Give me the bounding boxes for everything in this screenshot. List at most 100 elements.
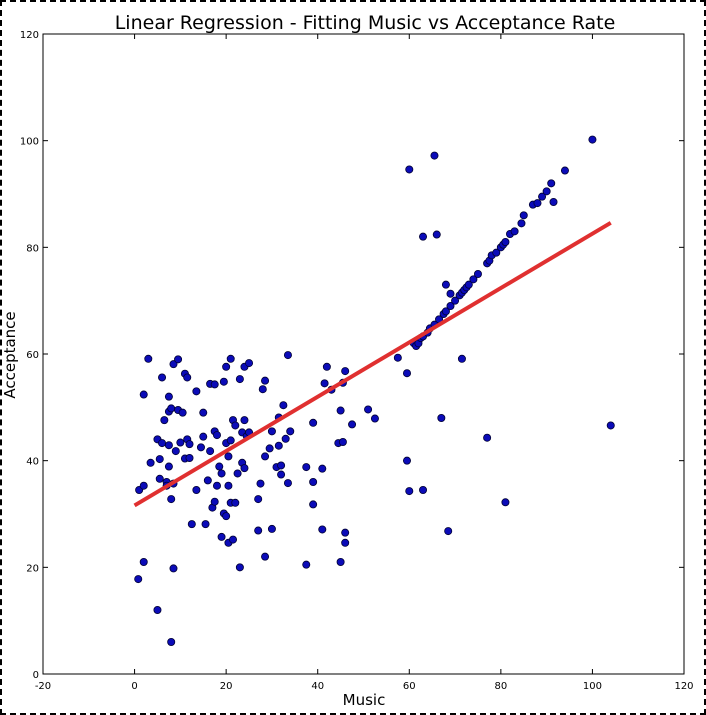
data-point bbox=[430, 151, 439, 160]
data-point bbox=[542, 187, 551, 196]
data-point bbox=[419, 485, 428, 494]
data-point bbox=[167, 638, 176, 647]
data-point bbox=[336, 558, 345, 567]
data-point bbox=[267, 427, 276, 436]
data-point bbox=[277, 461, 286, 470]
data-point bbox=[348, 420, 357, 429]
data-point bbox=[185, 440, 194, 449]
y-tick-label: 40 bbox=[26, 457, 39, 468]
data-point bbox=[224, 481, 233, 490]
data-point bbox=[144, 354, 153, 363]
data-point bbox=[533, 199, 542, 208]
plot-area bbox=[42, 33, 685, 675]
data-point bbox=[153, 606, 162, 615]
data-point bbox=[222, 362, 231, 371]
data-point bbox=[199, 408, 208, 417]
data-point bbox=[196, 443, 205, 452]
data-point bbox=[281, 434, 290, 443]
data-point bbox=[203, 476, 212, 485]
data-point bbox=[606, 421, 615, 430]
data-point bbox=[393, 353, 402, 362]
data-point bbox=[192, 387, 201, 396]
data-point bbox=[322, 362, 331, 371]
data-point bbox=[192, 485, 201, 494]
data-point bbox=[229, 535, 238, 544]
data-point bbox=[217, 532, 226, 541]
y-axis: 0 20 40 60 80 100 120 bbox=[20, 30, 684, 681]
data-point bbox=[240, 416, 249, 425]
data-point bbox=[517, 219, 526, 228]
data-point bbox=[446, 301, 455, 310]
data-point bbox=[146, 458, 155, 467]
data-point bbox=[547, 179, 556, 188]
data-point bbox=[235, 563, 244, 572]
data-point bbox=[212, 481, 221, 490]
data-point bbox=[457, 354, 466, 363]
data-point bbox=[464, 280, 473, 289]
data-point bbox=[222, 512, 231, 521]
data-point bbox=[164, 392, 173, 401]
x-tick-label: 100 bbox=[583, 681, 602, 692]
data-point bbox=[245, 359, 254, 368]
data-point bbox=[336, 406, 345, 415]
data-point bbox=[226, 436, 235, 445]
data-point bbox=[364, 405, 373, 414]
data-point bbox=[309, 500, 318, 509]
y-tick-label: 120 bbox=[20, 30, 39, 41]
data-point bbox=[164, 441, 173, 450]
data-point bbox=[185, 453, 194, 462]
data-point bbox=[441, 280, 450, 289]
x-tick-label: 40 bbox=[311, 681, 324, 692]
data-point bbox=[155, 474, 164, 483]
chart-title: Linear Regression - Fitting Music vs Acc… bbox=[115, 12, 616, 34]
data-point bbox=[158, 439, 167, 448]
data-point bbox=[560, 166, 569, 175]
data-point bbox=[258, 385, 267, 394]
data-point bbox=[215, 462, 224, 471]
data-point bbox=[261, 452, 270, 461]
data-point bbox=[261, 376, 270, 385]
data-point bbox=[187, 520, 196, 529]
x-tick-label: 20 bbox=[220, 681, 233, 692]
data-point bbox=[588, 135, 597, 144]
y-tick-label: 80 bbox=[26, 243, 39, 254]
data-point bbox=[473, 269, 482, 278]
y-tick-label: 100 bbox=[20, 137, 39, 148]
data-point bbox=[174, 355, 183, 364]
data-point bbox=[164, 462, 173, 471]
data-point bbox=[171, 447, 180, 456]
data-point bbox=[419, 232, 428, 241]
data-point bbox=[318, 525, 327, 534]
data-point bbox=[254, 526, 263, 535]
data-point bbox=[309, 477, 318, 486]
y-axis-label: Acceptance bbox=[1, 311, 19, 398]
data-point bbox=[437, 413, 446, 422]
data-point bbox=[341, 538, 350, 547]
data-point bbox=[256, 479, 265, 488]
data-point bbox=[226, 354, 235, 363]
data-point bbox=[201, 520, 210, 529]
y-tick-label: 20 bbox=[26, 563, 39, 574]
data-point bbox=[501, 237, 510, 246]
data-point bbox=[283, 351, 292, 360]
data-point bbox=[235, 375, 244, 384]
data-point bbox=[492, 248, 501, 257]
data-point bbox=[405, 487, 414, 496]
data-point bbox=[341, 528, 350, 537]
data-point bbox=[139, 558, 148, 567]
y-tick-label: 60 bbox=[26, 350, 39, 361]
data-point bbox=[134, 575, 143, 584]
data-point bbox=[267, 524, 276, 533]
data-point bbox=[441, 307, 450, 316]
data-point bbox=[178, 408, 187, 417]
data-point bbox=[318, 464, 327, 473]
data-point bbox=[402, 369, 411, 378]
data-point bbox=[261, 552, 270, 561]
data-point bbox=[549, 197, 558, 206]
data-point bbox=[212, 431, 221, 440]
data-point bbox=[483, 433, 492, 442]
data-point bbox=[176, 438, 185, 447]
data-point bbox=[405, 165, 414, 174]
data-point bbox=[283, 479, 292, 488]
